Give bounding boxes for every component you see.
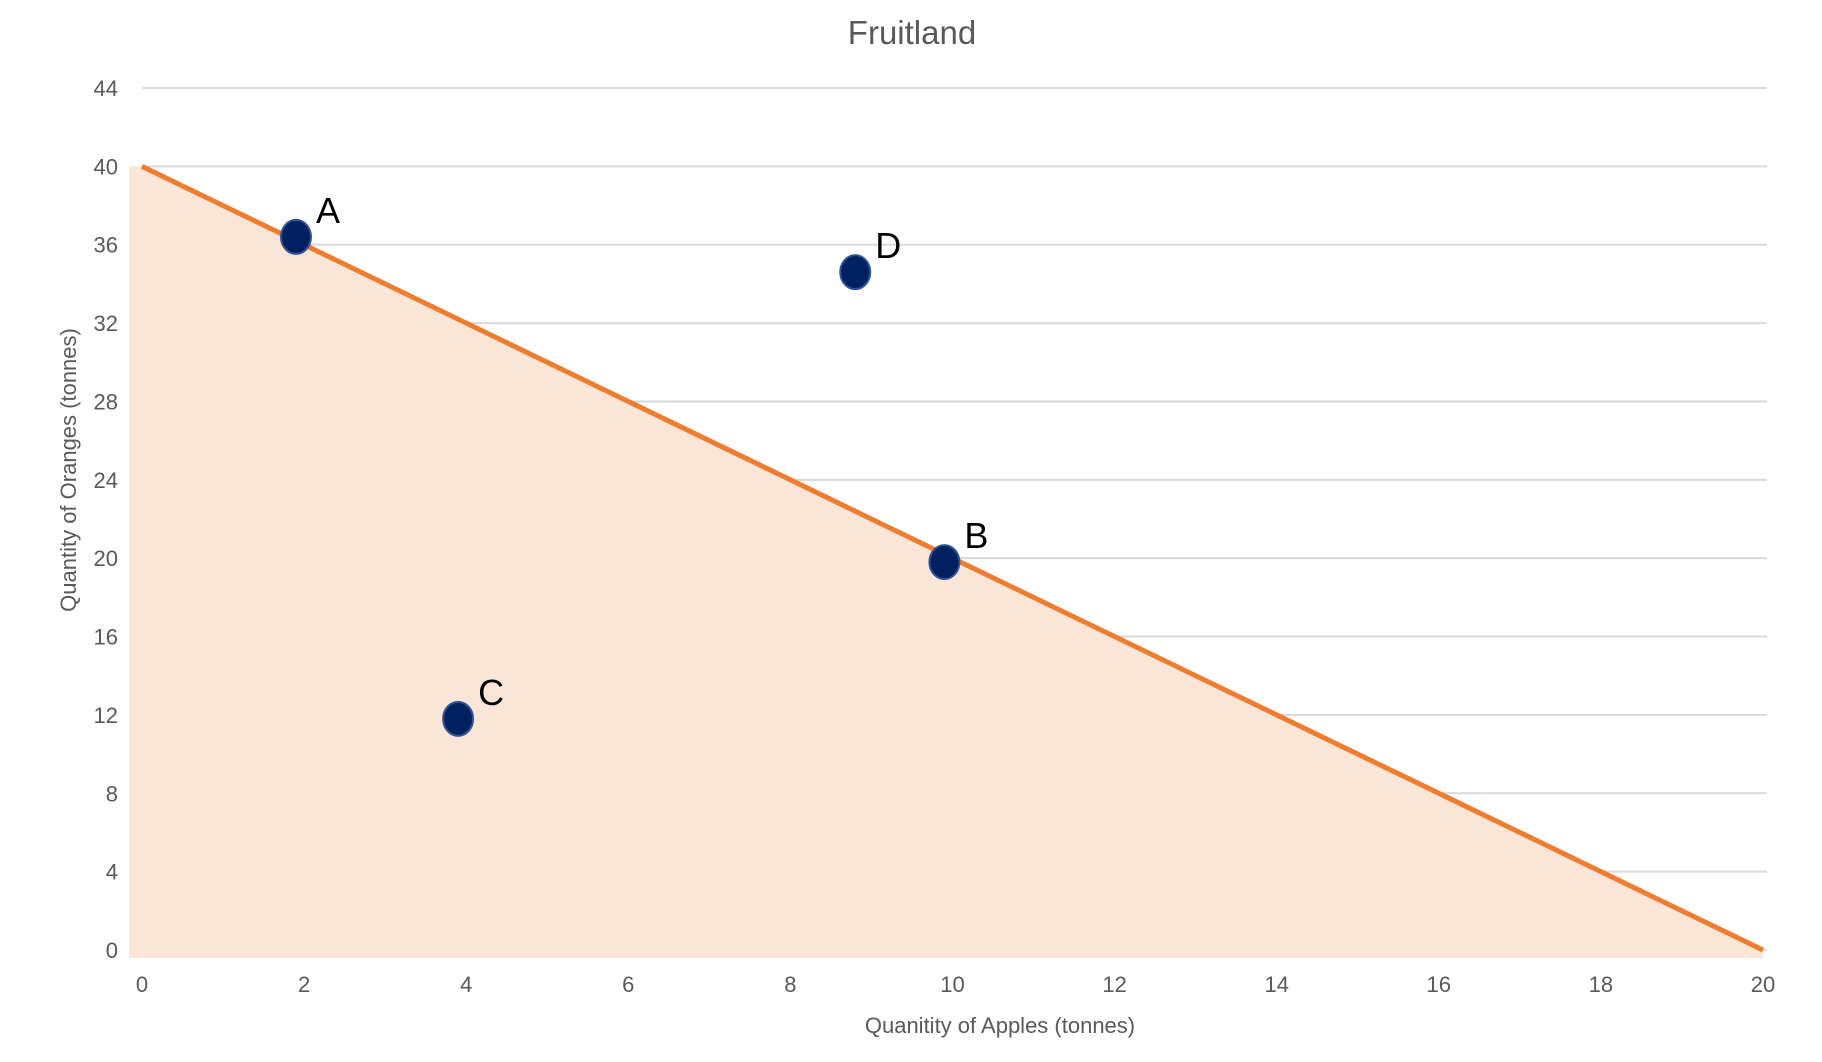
point-c: [442, 700, 475, 737]
x-tick-label: 10: [940, 972, 964, 997]
y-tick-label: 44: [94, 76, 118, 101]
chart-title: Fruitland: [848, 14, 976, 51]
point-a: [279, 218, 312, 255]
y-tick-label: 24: [94, 468, 118, 493]
y-tick-label: 40: [94, 154, 118, 179]
point-d: [839, 254, 872, 291]
y-tick-label: 4: [106, 860, 118, 885]
y-axis-label: Quantity of Oranges (tonnes): [56, 328, 81, 612]
x-axis-label: Quanitity of Apples (tonnes): [865, 1013, 1135, 1038]
point-label: B: [964, 515, 988, 556]
x-tick-label: 20: [1751, 972, 1775, 997]
y-tick-label: 12: [94, 703, 118, 728]
point-label: D: [875, 225, 901, 266]
y-tick-label: 16: [94, 625, 118, 650]
x-tick-label: 8: [784, 972, 796, 997]
x-tick-label: 16: [1427, 972, 1451, 997]
y-tick-label: 0: [106, 938, 118, 963]
x-tick-label: 6: [622, 972, 634, 997]
point-label: A: [316, 190, 340, 231]
y-tick-label: 28: [94, 389, 118, 414]
x-tick-label: 0: [136, 972, 148, 997]
y-tick-label: 8: [106, 781, 118, 806]
y-tick-label: 32: [94, 311, 118, 336]
x-tick-label: 18: [1589, 972, 1613, 997]
x-tick-label: 2: [298, 972, 310, 997]
point-label: C: [478, 672, 504, 713]
y-tick-label: 36: [94, 233, 118, 258]
x-tick-label: 4: [460, 972, 472, 997]
point-b: [928, 544, 961, 581]
x-tick-label: 14: [1264, 972, 1288, 997]
x-tick-label: 12: [1102, 972, 1126, 997]
y-tick-label: 20: [94, 546, 118, 571]
